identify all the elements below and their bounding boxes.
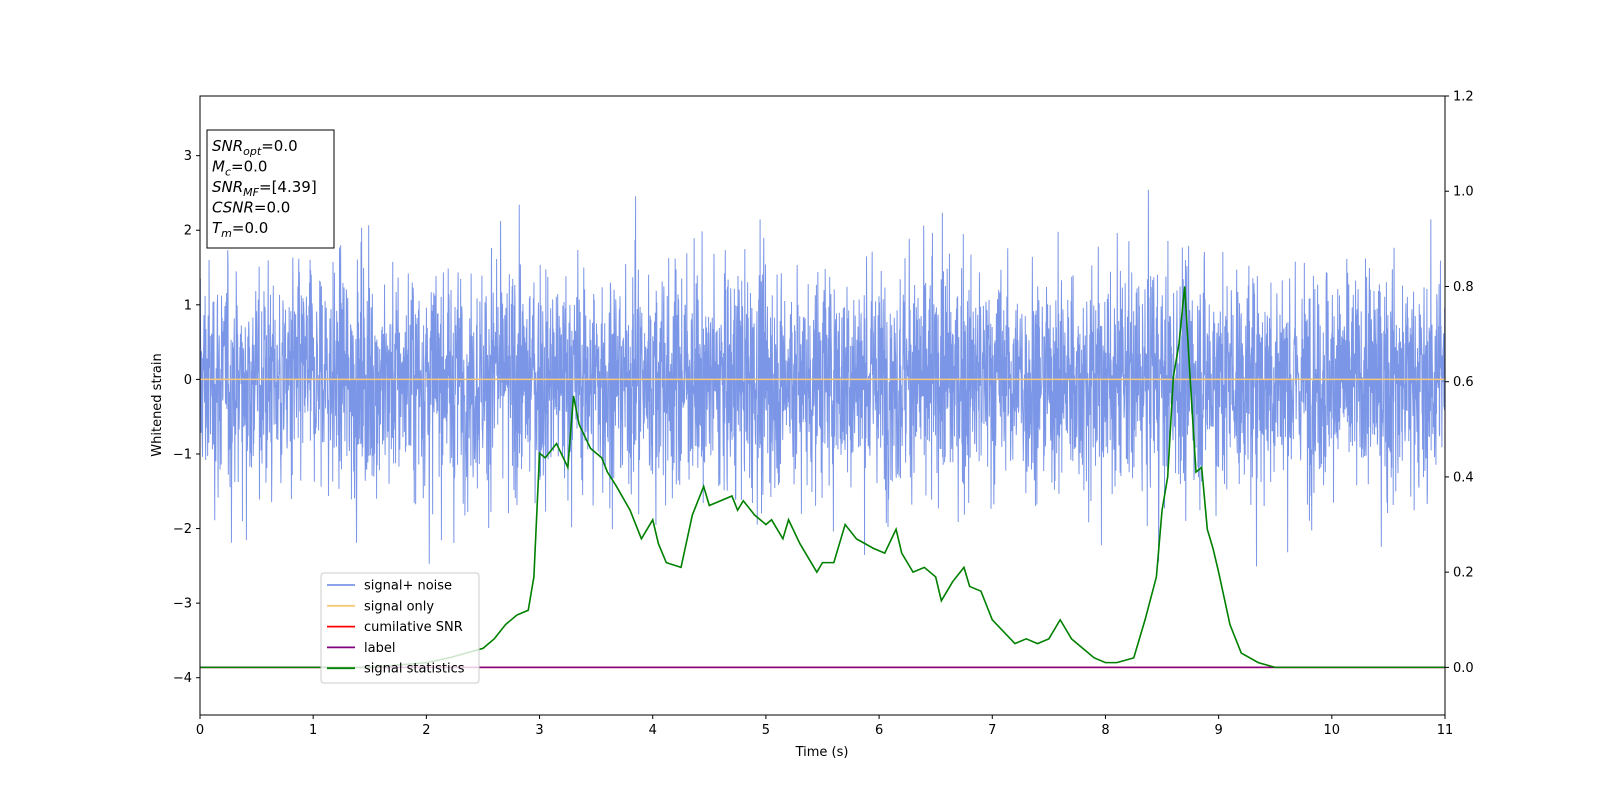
y-right-tick-label: 0.0 — [1453, 661, 1474, 676]
y-right-tick-label: 0.2 — [1453, 566, 1474, 581]
x-tick-label: 4 — [649, 723, 657, 738]
y-left-tick-label: −3 — [173, 597, 192, 612]
x-tick-label: 11 — [1437, 723, 1454, 738]
x-tick-label: 2 — [422, 723, 430, 738]
x-tick-label: 7 — [988, 723, 996, 738]
legend: signal+ noise signal only cumilative SNR la… — [320, 572, 480, 684]
x-tick-label: 8 — [1101, 723, 1109, 738]
legend-label: signal only — [364, 599, 434, 614]
y-left-tick-label: 1 — [184, 298, 192, 313]
x-axis: 0 1 2 3 4 5 6 7 8 9 10 11 — [196, 715, 1453, 738]
y-right-tick-label: 0.4 — [1453, 470, 1474, 485]
y-left-tick-label: −4 — [173, 671, 192, 686]
annotation-frame — [206, 129, 335, 249]
y-right-tick-label: 1.2 — [1453, 90, 1474, 105]
y-right-tick-label: 0.8 — [1453, 280, 1474, 295]
legend-label: label — [364, 641, 395, 656]
x-tick-label: 6 — [875, 723, 883, 738]
legend-frame — [320, 572, 480, 684]
annotation-line: Mc=0.0 — [212, 158, 267, 179]
signal-statistics-line — [200, 286, 1445, 669]
annotation-line: Tm=0.0 — [212, 219, 268, 240]
legend-label: signal statistics — [364, 662, 465, 677]
x-tick-label: 1 — [309, 723, 317, 738]
y-left-tick-label: 2 — [184, 224, 192, 239]
legend-label: cumilative SNR — [364, 620, 463, 635]
y-left-tick-label: 3 — [184, 149, 192, 164]
x-tick-label: 5 — [762, 723, 770, 738]
x-tick-label: 3 — [535, 723, 543, 738]
y-axis-right: 0.0 0.2 0.4 0.6 0.8 1.0 1.2 — [1445, 90, 1474, 676]
y-axis-left: −4 −3 −2 −1 0 1 2 3 — [173, 149, 200, 686]
y-axis-label: Whitened strain — [150, 353, 165, 456]
signal-noise-line — [199, 189, 1446, 567]
x-tick-label: 9 — [1214, 723, 1222, 738]
annotation-line: CSNR=0.0 — [212, 199, 290, 217]
y-left-tick-label: 0 — [184, 373, 192, 388]
plot-frame — [199, 95, 1446, 716]
y-left-tick-label: −2 — [173, 522, 192, 537]
x-tick-label: 0 — [196, 723, 204, 738]
y-right-tick-label: 1.0 — [1453, 185, 1474, 200]
x-axis-label: Time (s) — [795, 745, 849, 760]
annotation-line: SNRopt=0.0 — [212, 137, 298, 158]
signal-noise-series — [199, 189, 1446, 567]
annotation-line: SNRMF=[4.39] — [212, 178, 317, 199]
legend-label: signal+ noise — [364, 579, 452, 594]
x-tick-label: 10 — [1324, 723, 1341, 738]
y-left-tick-label: −1 — [173, 447, 192, 462]
y-right-tick-label: 0.6 — [1453, 375, 1474, 390]
